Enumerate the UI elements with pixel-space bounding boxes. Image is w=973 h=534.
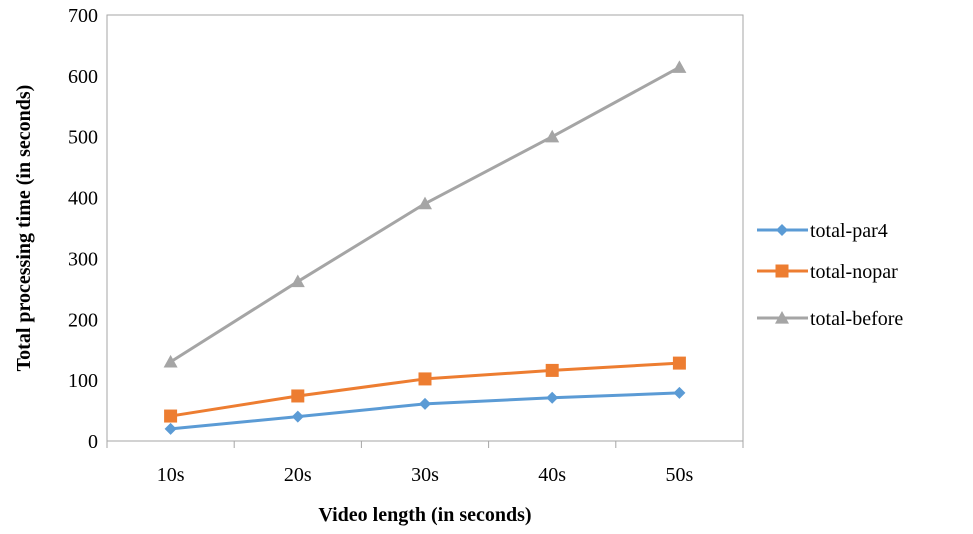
data-point <box>164 409 178 423</box>
series-total-par4 <box>164 386 686 435</box>
data-point <box>291 389 305 403</box>
y-tick-label: 500 <box>68 127 98 149</box>
data-point <box>163 354 178 368</box>
x-tick-label: 50s <box>666 464 694 486</box>
data-point <box>418 196 432 210</box>
x-tick-label: 40s <box>538 464 566 486</box>
legend-marker <box>775 264 789 278</box>
legend-label: total-nopar <box>810 261 898 283</box>
data-point <box>291 410 304 423</box>
data-point <box>672 60 687 73</box>
legend: total-par4 total-nopar total-before <box>757 220 903 330</box>
series-total-before <box>163 60 687 368</box>
x-tick-label: 30s <box>411 464 439 486</box>
data-point <box>545 129 560 143</box>
data-point <box>672 356 686 370</box>
y-tick-label: 0 <box>88 431 98 453</box>
legend-entry: total-par4 <box>757 220 888 242</box>
y-tick-label: 700 <box>68 5 98 27</box>
x-axis-title: Video length (in seconds) <box>318 504 531 526</box>
y-tick-label: 300 <box>68 248 98 270</box>
y-tick-label: 400 <box>68 188 98 210</box>
legend-marker <box>775 311 789 324</box>
legend-label: total-before <box>810 308 903 330</box>
data-point <box>545 363 559 377</box>
data-point <box>546 391 559 404</box>
x-tick-label: 20s <box>284 464 312 486</box>
series-layer <box>163 60 687 435</box>
series-total-nopar <box>164 356 686 423</box>
data-point <box>290 274 305 288</box>
data-point <box>419 397 431 410</box>
y-tick-label: 100 <box>68 370 98 392</box>
y-axis-title: Total processing time (in seconds) <box>13 85 35 372</box>
legend-marker <box>776 224 788 236</box>
data-point <box>164 422 177 435</box>
x-axis-ticks <box>106 441 744 448</box>
legend-entry: total-before <box>757 308 903 330</box>
data-point <box>418 372 432 386</box>
y-axis-tick-labels: 0 100 200 300 400 500 600 700 <box>68 5 98 453</box>
x-tick-label: 10s <box>157 464 185 486</box>
y-tick-label: 200 <box>68 309 98 331</box>
plot-frame <box>106 14 744 442</box>
data-point <box>673 386 686 399</box>
legend-entry: total-nopar <box>757 261 898 283</box>
x-axis-tick-labels: 10s 20s 30s 40s 50s <box>157 464 694 486</box>
legend-label: total-par4 <box>810 220 888 242</box>
y-tick-label: 600 <box>68 66 98 88</box>
series-line <box>169 66 681 364</box>
